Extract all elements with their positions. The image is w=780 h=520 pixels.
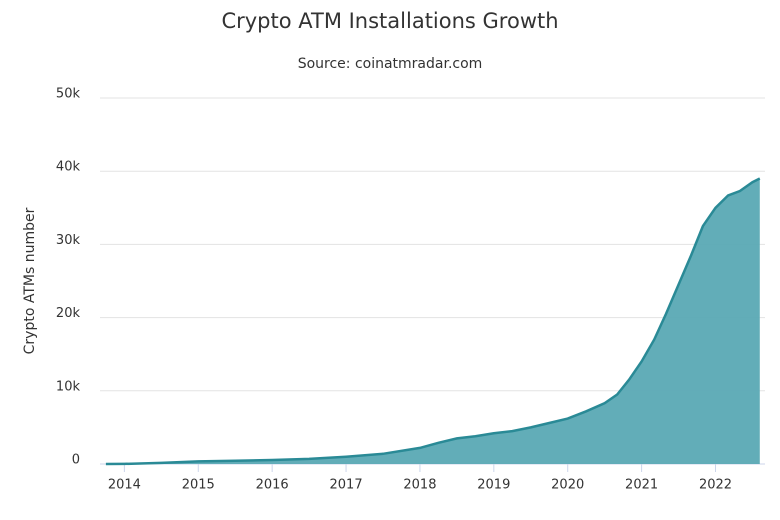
area bbox=[105, 178, 760, 464]
chart-title: Crypto ATM Installations Growth bbox=[221, 9, 558, 33]
x-tick-label: 2022 bbox=[699, 478, 732, 493]
chart-subtitle: Source: coinatmradar.com bbox=[298, 56, 483, 72]
x-tick-label: 2021 bbox=[625, 478, 658, 493]
y-tick-label: 40k bbox=[56, 160, 81, 175]
x-tick-label: 2020 bbox=[551, 478, 584, 493]
y-axis-label: Crypto ATMs number bbox=[22, 207, 38, 354]
y-tick-label: 10k bbox=[56, 379, 81, 394]
line bbox=[105, 177, 761, 466]
y-tick-label: 20k bbox=[56, 306, 81, 321]
x-tick-label: 2016 bbox=[256, 478, 289, 493]
x-tick-label: 2015 bbox=[182, 478, 215, 493]
y-tick-label: 50k bbox=[56, 87, 81, 102]
x-tick-label: 2017 bbox=[330, 478, 363, 493]
x-tick-label: 2018 bbox=[403, 478, 436, 493]
x-tick-label: 2019 bbox=[477, 478, 510, 493]
x-tick-label: 2014 bbox=[108, 478, 141, 493]
y-tick-label: 0 bbox=[72, 453, 80, 468]
y-tick-label: 30k bbox=[56, 233, 81, 248]
